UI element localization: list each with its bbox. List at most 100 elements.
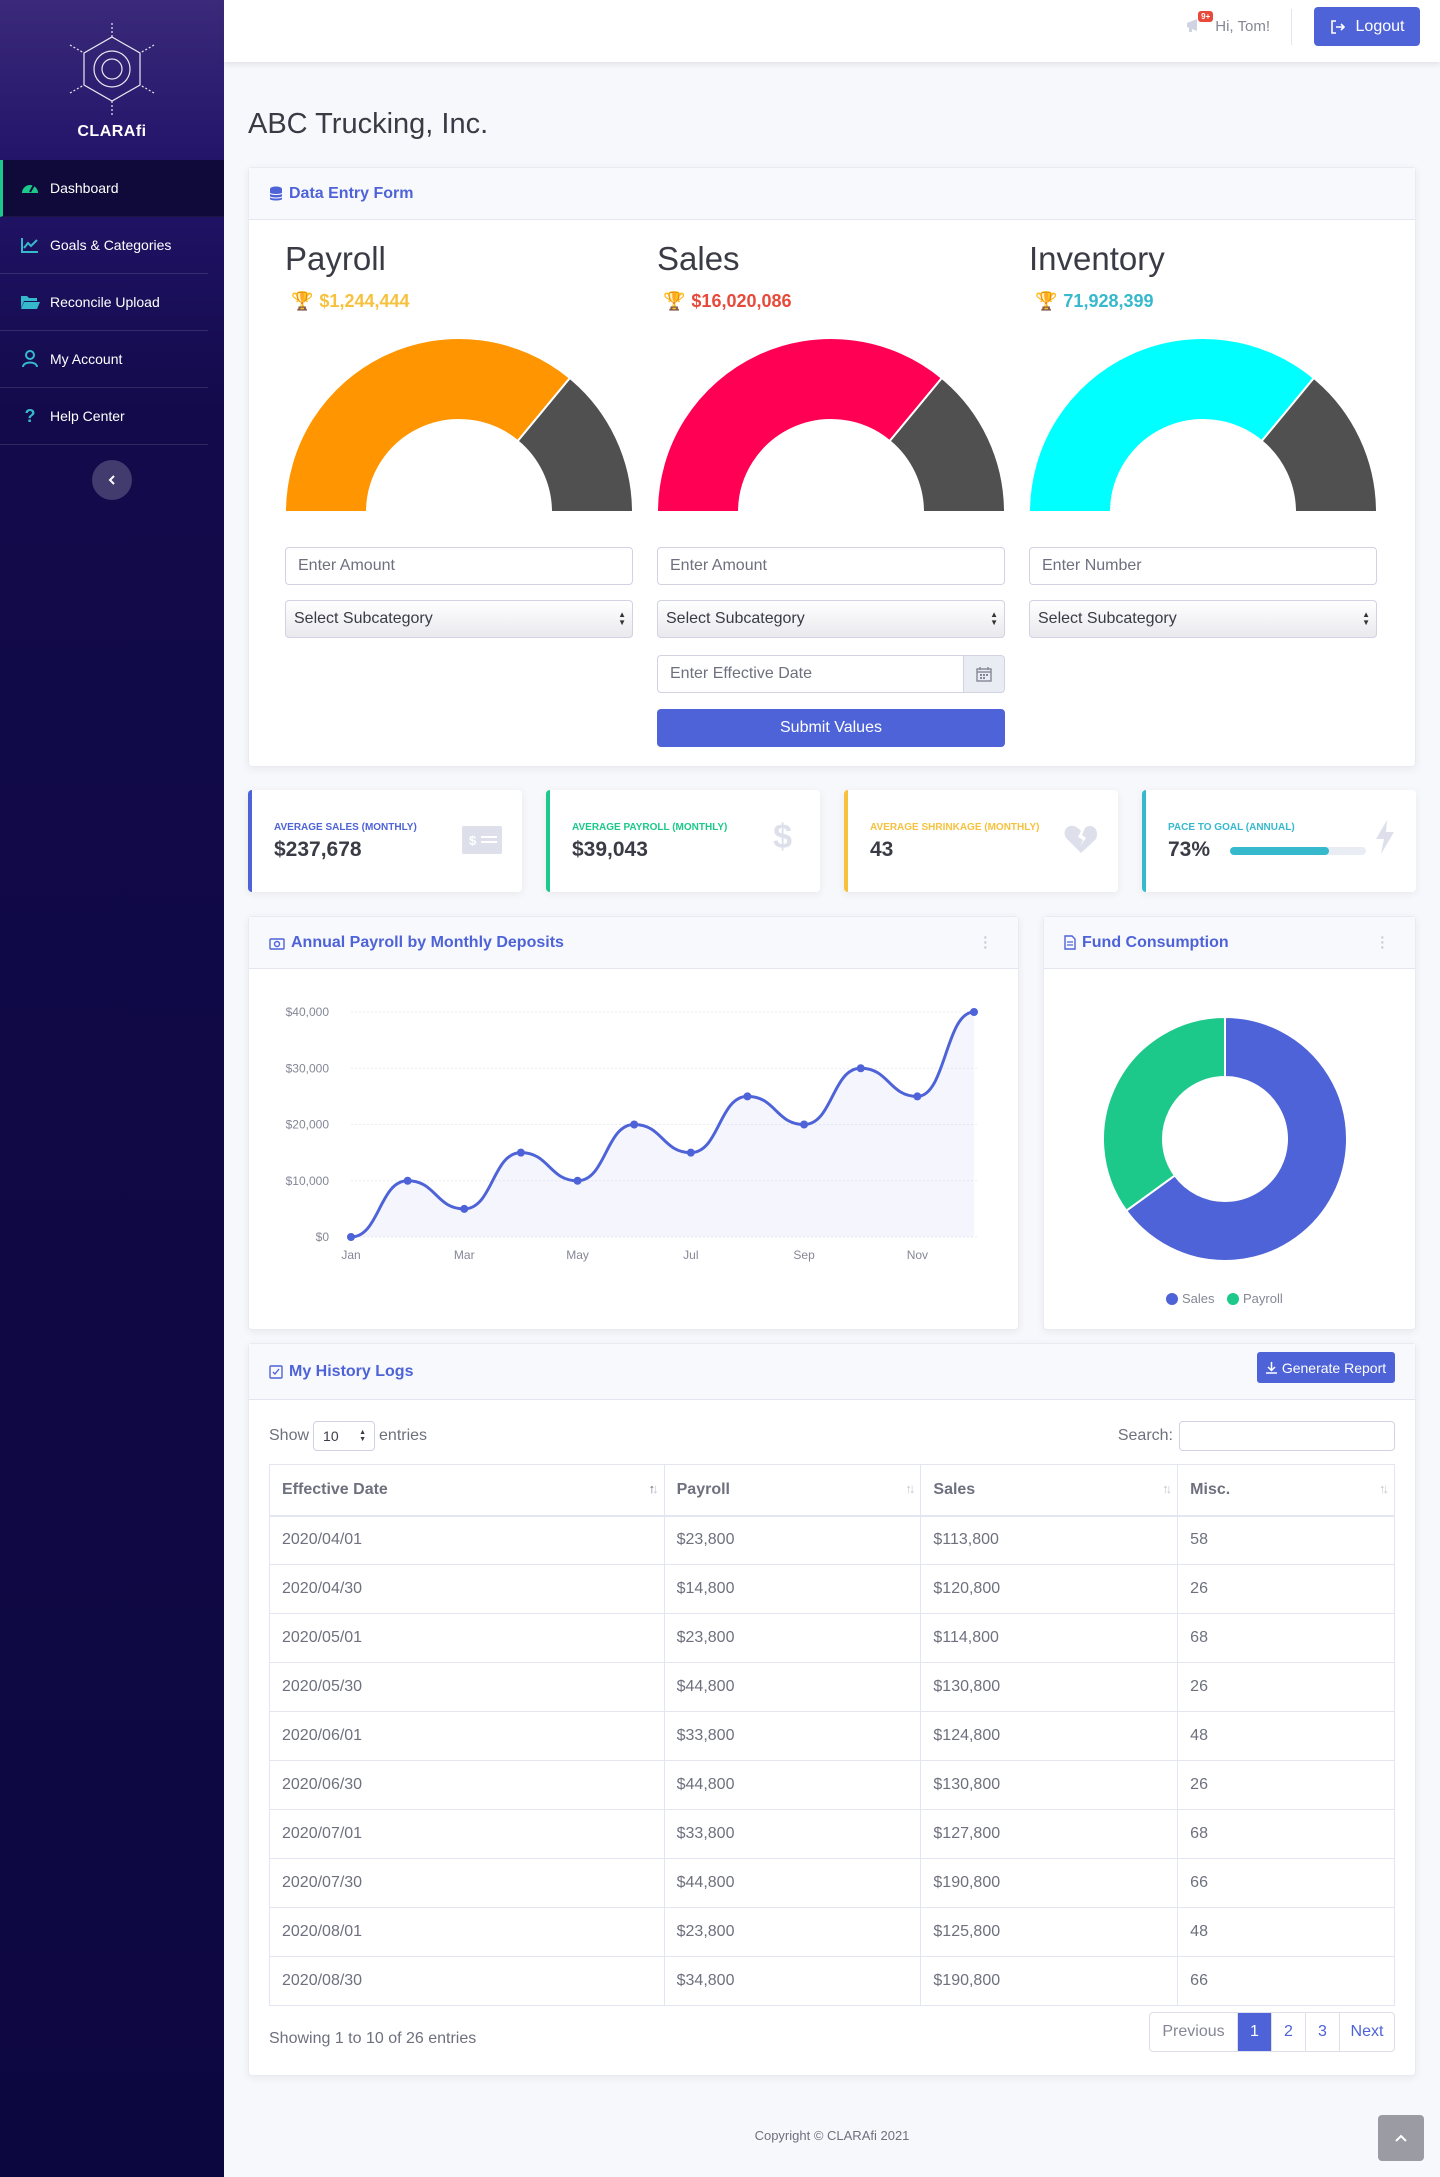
cell-misc: 66 [1177,1956,1395,2006]
data-point[interactable] [800,1120,809,1129]
alerts-button[interactable]: 9+ [1185,11,1214,37]
data-point[interactable] [460,1204,469,1213]
data-point[interactable] [347,1233,355,1241]
sidebar-item-my-account[interactable]: My Account [0,331,208,388]
topbar: 9+ Hi, Tom! Logout [224,0,1440,62]
payroll-amount-input[interactable]: Enter Amount [285,547,633,585]
data-point[interactable] [630,1120,639,1129]
sidebar-toggle-button[interactable] [92,460,132,500]
inventory-number-input[interactable]: Enter Number [1029,547,1377,585]
cell-misc: 26 [1177,1760,1395,1810]
history-table: Effective Date ↑↓ Payroll ↑↓ Sales ↑↓ Misc.… [269,1464,1395,2006]
cell-sales: $113,800 [920,1515,1179,1565]
cell-date: 2020/05/30 [269,1662,665,1712]
cell-misc: 66 [1177,1858,1395,1908]
column-header-payroll[interactable]: Payroll ↑↓ [663,1464,922,1517]
donut-slice-payroll[interactable] [1102,1015,1226,1213]
history-logs-header: My History Logs Generate Report [249,1344,1415,1400]
pace-progress-bar [1230,847,1366,855]
submit-values-button[interactable]: Submit Values [657,709,1005,747]
payroll-chart-header: Annual Payroll by Monthly Deposits · · · [249,917,1018,969]
pagination-page-2[interactable]: 2 [1271,2013,1305,2051]
table-row: 2020/07/01 $33,800 $127,800 68 [269,1809,1395,1859]
column-label: Sales [933,1480,976,1498]
cell-misc: 68 [1177,1613,1395,1663]
table-row: 2020/05/01 $23,800 $114,800 68 [269,1613,1395,1663]
sales-amount-input[interactable]: Enter Amount [657,547,1005,585]
show-label: Show [269,1427,310,1444]
user-menu[interactable]: 9+ Hi, Tom! [1185,0,1270,52]
column-header-misc[interactable]: Misc. ↑↓ [1177,1464,1395,1517]
payroll-goal: 🏆 $1,244,444 [291,291,410,312]
calendar-icon [976,667,992,682]
legend-label: Payroll [1243,1291,1283,1306]
sort-icon: ↑↓ [1379,1481,1389,1496]
payroll-chart-card: Annual Payroll by Monthly Deposits · · · $… [248,916,1019,1330]
search-input[interactable] [1179,1421,1395,1451]
pagination-next[interactable]: Next [1339,2013,1394,2051]
pagination-page-1[interactable]: 1 [1237,2013,1271,2051]
effective-date-input[interactable]: Enter Effective Date [657,655,965,693]
donut-slice-sales[interactable] [1124,1015,1348,1262]
table-row: 2020/04/30 $14,800 $120,800 26 [269,1564,1395,1614]
column-label: Payroll [676,1480,730,1498]
bolt-icon [1374,820,1396,859]
page-size-select[interactable]: 10 ▲ ▼ [313,1421,376,1451]
stat-value: $39,043 [572,838,648,861]
chart-line-icon [20,235,40,255]
cell-sales: $190,800 [920,1956,1179,2006]
data-point[interactable] [856,1064,865,1073]
page-size-control: Show 10 ▲ ▼ entries [269,1421,427,1451]
column-header-sales[interactable]: Sales ↑↓ [920,1464,1179,1517]
column-header-effective-date[interactable]: Effective Date ↑↓ [269,1464,665,1517]
legend-label: Sales [1182,1291,1215,1306]
scroll-to-top-button[interactable] [1378,2115,1424,2161]
cell-sales: $190,800 [920,1858,1179,1908]
cell-sales: $124,800 [920,1711,1179,1761]
svg-text:$: $ [469,833,477,848]
payroll-gauge [285,338,633,513]
payroll-subcategory-select[interactable]: Select Subcategory ▲ ▼ [285,600,633,638]
data-point[interactable] [686,1148,695,1157]
history-logs-title: My History Logs [289,1362,414,1380]
y-tick-label: $10,000 [286,1174,330,1188]
logout-button[interactable]: Logout [1314,7,1420,46]
sales-subcategory-select[interactable]: Select Subcategory ▲ ▼ [657,600,1005,638]
data-point[interactable] [516,1148,525,1157]
x-tick-label: Jul [683,1248,698,1262]
brand[interactable]: CLARAfi [0,0,224,160]
data-point[interactable] [913,1092,922,1101]
inventory-select-value: Select Subcategory [1038,610,1177,627]
sidebar-item-help-center[interactable]: ? Help Center [0,388,208,445]
download-icon [1265,1361,1277,1374]
generate-report-button[interactable]: Generate Report [1257,1352,1395,1383]
inventory-subcategory-select[interactable]: Select Subcategory ▲ ▼ [1029,600,1377,638]
table-search: Search: [1118,1421,1395,1451]
data-point[interactable] [743,1092,752,1101]
sidebar-item-goals[interactable]: Goals & Categories [0,217,208,274]
inventory-gauge [1029,338,1377,513]
check-square-icon [269,1364,283,1379]
sidebar-item-label: Dashboard [50,180,119,196]
stat-label: AVERAGE PAYROLL (MONTHLY) [572,822,728,833]
data-point[interactable] [970,1008,978,1016]
pagination-previous[interactable]: Previous [1162,2023,1225,2040]
cell-misc: 26 [1177,1662,1395,1712]
data-point[interactable] [573,1176,582,1185]
sidebar-item-reconcile[interactable]: Reconcile Upload [0,274,208,331]
x-tick-label: Mar [454,1248,475,1262]
x-tick-label: Nov [907,1248,928,1262]
sidebar-item-dashboard[interactable]: Dashboard [0,160,224,217]
dashboard-icon [20,178,40,198]
table-info: Showing 1 to 10 of 26 entries [269,2030,477,2047]
table-row: 2020/06/30 $44,800 $130,800 26 [269,1760,1395,1810]
more-options-icon[interactable]: · · · [983,929,988,955]
data-point[interactable] [403,1176,412,1185]
calendar-button[interactable] [963,655,1005,693]
topbar-divider [1291,9,1292,45]
more-options-icon[interactable]: · · · [1380,929,1385,955]
stat-label: AVERAGE SHRINKAGE (MONTHLY) [870,822,1040,833]
sidebar-item-label: Goals & Categories [50,237,172,253]
folder-open-icon [20,292,40,312]
pagination-page-3[interactable]: 3 [1305,2013,1339,2051]
